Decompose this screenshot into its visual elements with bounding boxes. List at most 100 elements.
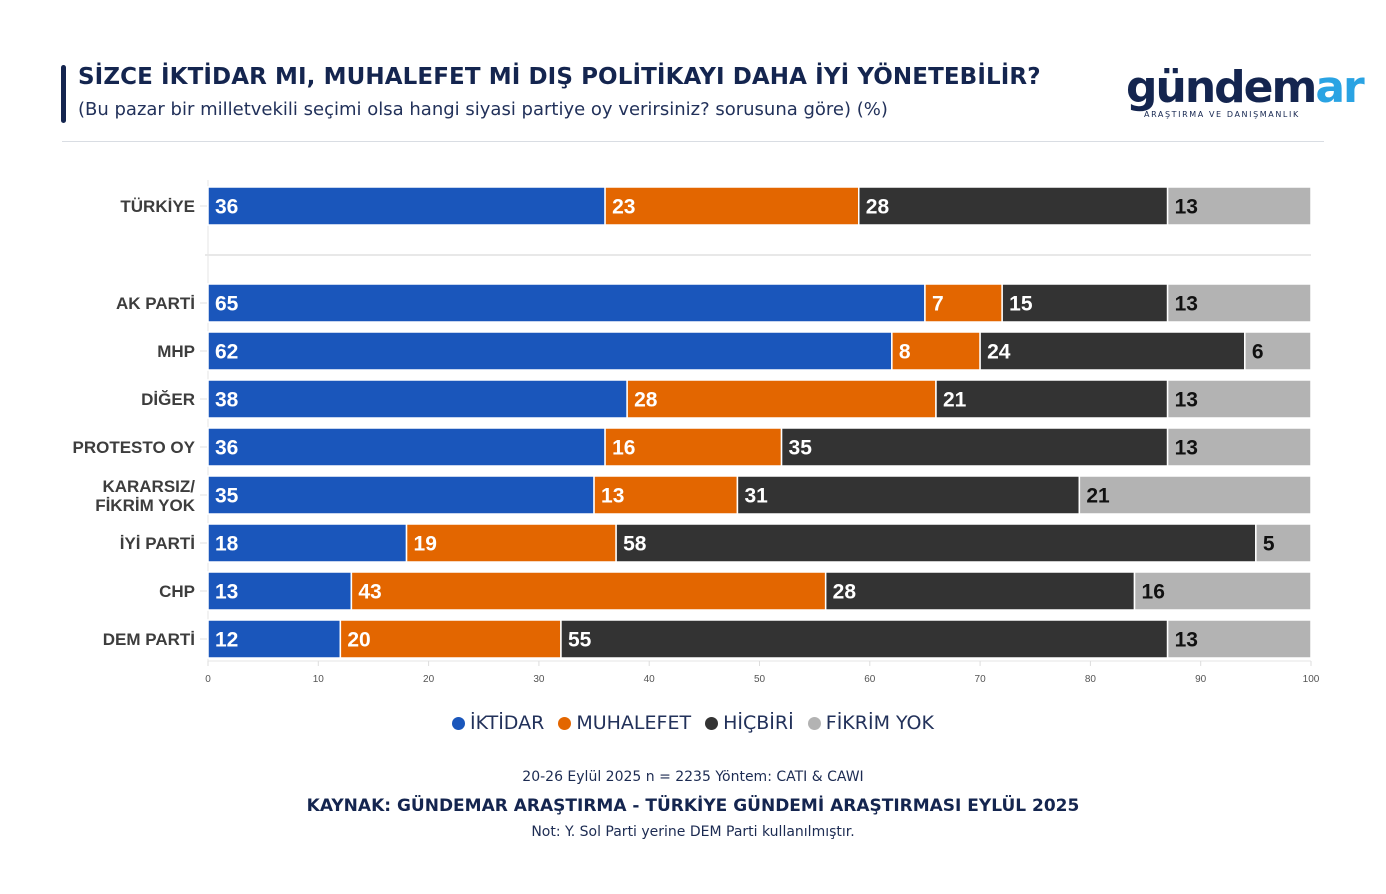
x-tick-label: 40 [644,674,656,685]
bar-segment [1166,186,1312,226]
category-label: TÜRKİYE [120,197,195,216]
legend-label: İKTİDAR [470,712,545,734]
data-label: 35 [789,437,813,460]
legend-dot-hicbiri-icon [705,716,719,730]
data-label: 36 [215,437,238,460]
chart-title: SİZCE İKTİDAR MI, MUHALEFET Mİ DIŞ POLİT… [78,64,1041,90]
data-label: 19 [414,533,437,556]
x-tick-label: 60 [864,674,876,685]
data-label: 13 [215,581,238,604]
category-label: İYİ PARTİ [120,534,195,553]
bar-segment [339,619,562,659]
legend-dot-iktidar-icon [452,716,465,730]
category-label: DİĞER [141,390,195,409]
bar-segment [1255,523,1312,563]
data-label: 16 [1142,581,1165,604]
bar-segment [207,619,342,659]
bar-segment [1244,331,1312,371]
data-label: 13 [1175,293,1198,316]
x-tick-label: 90 [1195,674,1207,685]
data-label: 13 [1175,389,1198,412]
bar-segment [604,186,860,226]
bar-segment [626,379,937,419]
legend-item-hicbiri: HİÇBİRİ [705,712,794,734]
category-label-line: İYİ PARTİ [120,534,195,553]
category-label-line: DEM PARTİ [103,630,195,649]
data-label: 13 [1175,629,1198,652]
survey-method: 20-26 Eylül 2025 n = 2235 Yöntem: CATI &… [522,769,864,785]
data-label: 24 [987,341,1011,364]
x-tick-label: 70 [975,674,987,685]
data-label: 28 [833,581,857,604]
category-label: CHP [159,582,195,601]
x-tick-label: 10 [313,674,325,685]
bar-segment [207,379,628,419]
category-label-line: PROTESTO OY [73,438,196,457]
bar-segment [935,379,1169,419]
category-label-line: MHP [157,342,195,361]
bar-segment [207,427,606,467]
bar-segment [560,619,1169,659]
stacked-bar-chart: 36 23 28 13 65 7 15 13 62 8 24 6 38 28 21 13 36 16 35 13 35 1… [73,180,1320,685]
bar-segment [207,523,408,563]
bar-segment [350,571,827,611]
logo-word-main: gündem [1126,62,1317,113]
data-label: 43 [358,581,381,604]
x-axis: 0 10 20 30 40 50 60 70 80 90 100 [205,660,1320,685]
category-label: KARARSIZ/FİKRİM YOK [95,477,196,515]
data-label: 28 [634,389,658,412]
data-label: 55 [568,629,592,652]
bar-segment [1001,283,1169,323]
data-label: 5 [1263,533,1275,556]
legend-item-fikrim-yok: FİKRİM YOK [807,712,934,734]
data-label: 15 [1009,293,1033,316]
legend-label: HİÇBİRİ [723,712,794,734]
bar-segment [604,427,783,467]
data-label: 31 [744,485,768,508]
chart-legend: İKTİDAR MUHALEFET HİÇBİRİ FİKRİM YOK [0,712,1386,735]
x-tick-label: 50 [754,674,766,685]
bar-segment [207,475,595,515]
category-label-line: FİKRİM YOK [95,496,196,515]
logo-word-accent: ar [1315,62,1364,113]
data-label: 12 [215,629,238,652]
legend-dot-fikrim-yok-icon [807,716,821,730]
logo-wordmark: gündemar [1126,62,1365,113]
category-label-line: AK PARTİ [116,294,195,313]
category-label: MHP [157,342,195,361]
data-label: 13 [1175,196,1198,219]
legend-label: MUHALEFET [576,712,692,734]
x-tick-label: 0 [205,674,211,685]
category-label: PROTESTO OY [73,438,196,457]
bar-segment [824,571,1136,611]
data-label: 21 [943,389,967,412]
data-label: 58 [623,533,647,556]
data-label: 13 [601,485,624,508]
data-label: 16 [612,437,635,460]
data-label: 36 [215,196,238,219]
category-label-line: TÜRKİYE [120,197,195,216]
data-label: 21 [1086,485,1110,508]
data-label: 8 [899,341,911,364]
bar-segment [1166,283,1312,323]
data-label: 65 [215,293,239,316]
bar-segment [615,523,1257,563]
bar-segment [780,427,1169,467]
x-tick-label: 100 [1303,674,1320,685]
bar-segment [207,283,926,323]
bar-segment [1166,379,1312,419]
data-label: 13 [1175,437,1198,460]
title-accent-bar [61,65,66,123]
bar-segment [405,523,617,563]
bar-segment [207,186,606,226]
data-label: 7 [932,293,944,316]
gundemar-logo: gündemar ARAŞTIRMA VE DANIŞMANLIK [1126,62,1365,122]
bar-segment [736,475,1081,515]
category-label-line: DİĞER [141,390,195,409]
bar-segment [1133,571,1312,611]
data-label: 6 [1252,341,1264,364]
data-label: 18 [215,533,239,556]
bar-segment [1166,427,1312,467]
data-label: 23 [612,196,635,219]
footnote: Not: Y. Sol Parti yerine DEM Parti kulla… [531,824,855,840]
